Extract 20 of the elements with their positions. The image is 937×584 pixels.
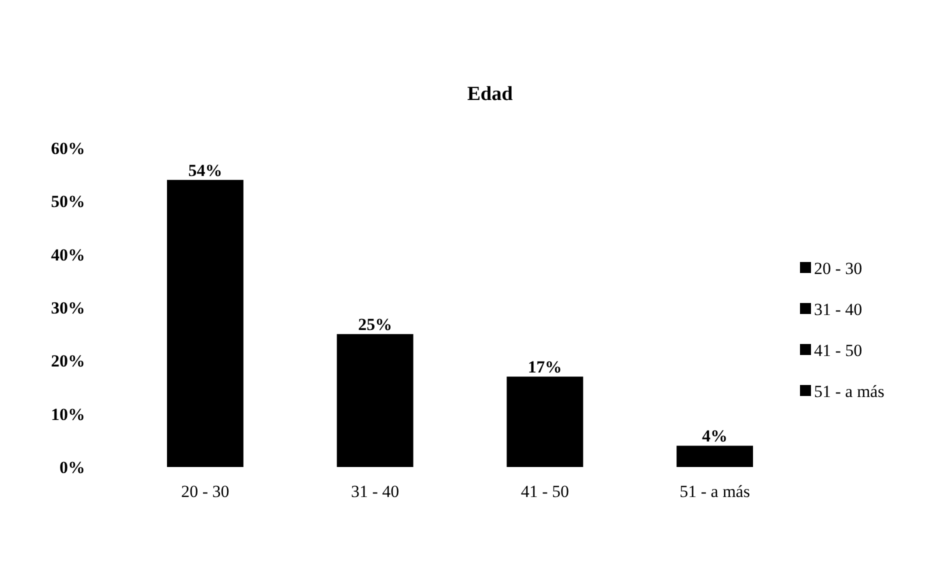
y-tick-label: 0% [60, 458, 85, 477]
data-label: 17% [528, 358, 562, 377]
y-tick-label: 20% [51, 352, 85, 371]
x-tick-label: 20 - 30 [181, 482, 230, 501]
data-label: 25% [358, 315, 392, 334]
legend-label: 41 - 50 [814, 340, 862, 360]
y-tick-label: 40% [51, 245, 85, 264]
y-tick-label: 30% [51, 298, 85, 318]
legend-label: 20 - 30 [814, 258, 862, 278]
chart-title: Edad [467, 83, 513, 105]
legend-label: 31 - 40 [814, 300, 862, 319]
y-tick-label: 60% [51, 138, 85, 158]
y-tick-label: 10% [51, 404, 85, 424]
x-tick-label: 41 - 50 [520, 482, 570, 501]
x-tick-label: 51 - a más [680, 482, 750, 501]
x-tick-label: 31 - 40 [350, 482, 400, 501]
data-label: 54% [188, 160, 222, 180]
y-tick-label: 50% [51, 192, 85, 212]
legend-label: 51 - a más [814, 382, 884, 401]
data-label: 4% [702, 426, 728, 446]
